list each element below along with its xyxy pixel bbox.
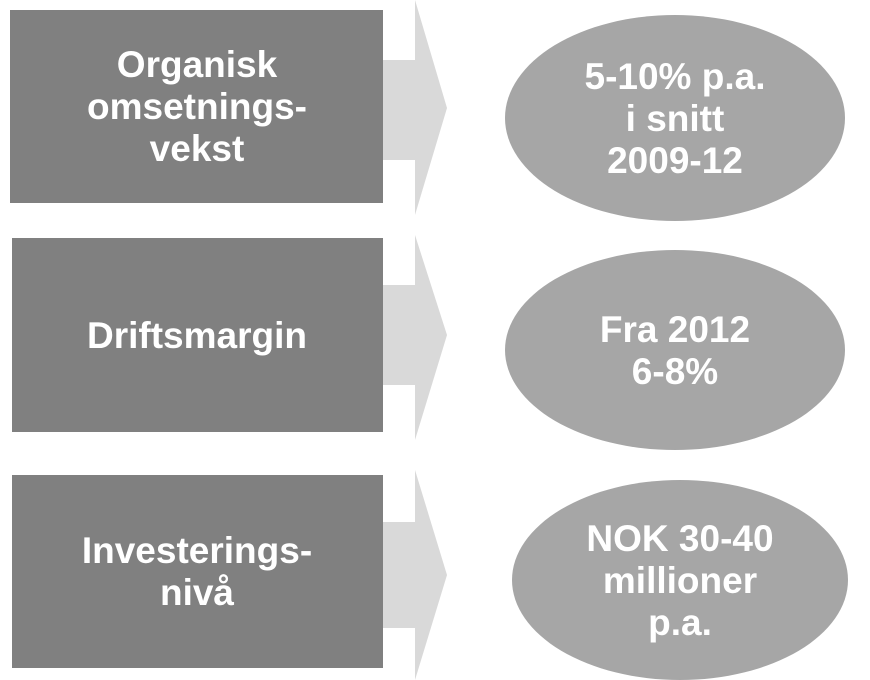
label-box — [10, 10, 383, 203]
label-text: Driftsmargin — [87, 315, 307, 356]
label-box — [12, 238, 383, 432]
text-line: vekst — [150, 128, 245, 169]
text-line: omsetnings- — [87, 86, 307, 127]
text-line: 2009-12 — [607, 140, 743, 181]
text-line: 6-8% — [632, 351, 718, 392]
row — [12, 235, 845, 450]
text-line: nivå — [160, 572, 234, 613]
target-ellipse — [512, 480, 848, 680]
text-line: Fra 2012 — [600, 309, 750, 350]
label-text: Investerings-nivå — [82, 530, 312, 613]
target-text: 5-10% p.a. i snitt 2009-12 — [585, 56, 766, 181]
arrow — [383, 235, 447, 440]
text-line: 5-10% p.a. — [585, 56, 766, 97]
arrow — [383, 470, 447, 680]
target-text: Fra 2012 6-8% — [600, 309, 750, 392]
arrow — [383, 0, 447, 215]
text-line: i snitt — [626, 98, 725, 139]
row — [12, 470, 848, 680]
label-text: Organisk omsetnings-vekst — [87, 44, 307, 169]
target-text: NOK 30-40 millioner p.a. — [586, 518, 773, 643]
row — [10, 0, 845, 221]
text-line: Organisk — [117, 44, 278, 85]
target-ellipse — [505, 250, 845, 450]
label-box — [12, 475, 383, 668]
text-line: Driftsmargin — [87, 315, 307, 356]
text-line: NOK 30-40 — [586, 518, 773, 559]
text-line: millioner — [603, 560, 757, 601]
text-line: Investerings- — [82, 530, 312, 571]
target-ellipse — [505, 15, 845, 221]
text-line: p.a. — [648, 602, 712, 643]
